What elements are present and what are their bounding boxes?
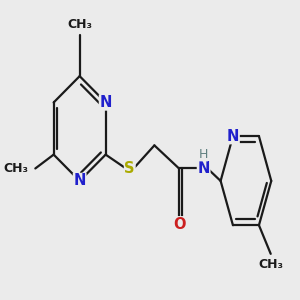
- Text: N: N: [100, 95, 112, 110]
- Text: S: S: [124, 161, 135, 176]
- Text: O: O: [173, 217, 185, 232]
- Text: CH₃: CH₃: [67, 18, 92, 31]
- Text: N: N: [197, 161, 210, 176]
- Text: N: N: [74, 173, 86, 188]
- Text: H: H: [198, 148, 208, 161]
- Text: CH₃: CH₃: [259, 258, 284, 271]
- Text: N: N: [227, 129, 239, 144]
- Text: CH₃: CH₃: [3, 162, 28, 175]
